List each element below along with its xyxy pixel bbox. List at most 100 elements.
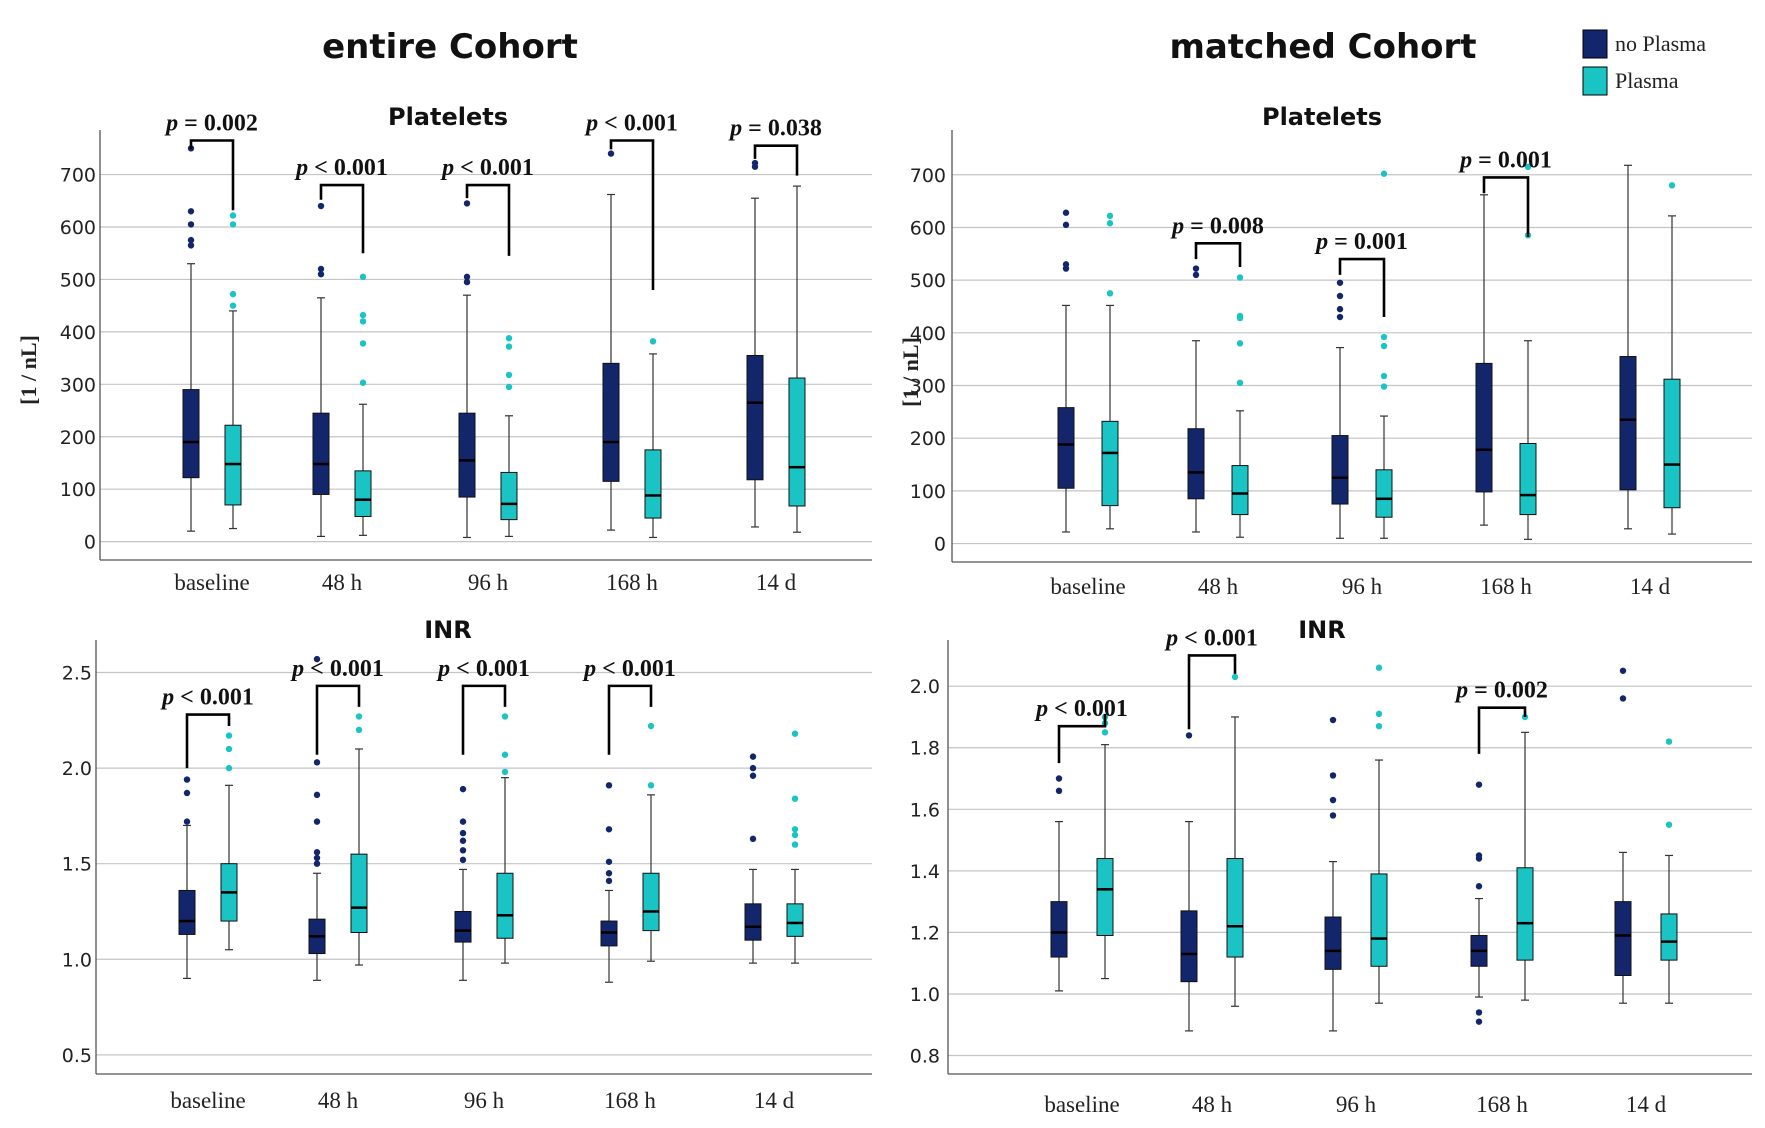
box-no-plasma-2 xyxy=(1331,279,1349,539)
y-tick-label: 1.5 xyxy=(62,854,92,876)
outlier-point xyxy=(791,841,799,848)
outlier-point xyxy=(313,818,321,825)
y-tick-label: 2.0 xyxy=(62,758,92,780)
entire-cohort-platelets-chart: 0 100 200 300 400 500 600 700 Platelets [1 / nL] b… xyxy=(16,103,872,595)
outlier-point xyxy=(505,343,513,350)
x-tick-label: 96 h xyxy=(464,1088,505,1113)
significance-bracket: p < 0.001 xyxy=(160,685,254,769)
bracket-line xyxy=(465,183,511,256)
outlier-point xyxy=(791,730,799,737)
outlier-point xyxy=(1236,379,1244,387)
significance-bracket: p < 0.001 xyxy=(436,656,530,755)
panel-title: INR xyxy=(1298,616,1346,644)
y-tick-label: 700 xyxy=(60,165,96,187)
bracket-line xyxy=(185,713,231,769)
outlier-point xyxy=(459,829,467,837)
y-tick-label: 1.0 xyxy=(62,949,92,971)
box-iqr xyxy=(354,470,372,517)
outlier-point xyxy=(1329,812,1337,819)
p-value-label: p = 0.008 xyxy=(1170,213,1264,239)
bracket-line xyxy=(315,684,361,755)
outlier-point xyxy=(359,318,367,325)
p-value-label: p < 0.001 xyxy=(160,685,254,711)
bracket-line xyxy=(461,684,507,755)
box-no-plasma-3 xyxy=(602,150,620,531)
outlier-point xyxy=(463,273,471,281)
outlier-point xyxy=(313,854,321,862)
y-tick-label: 200 xyxy=(910,428,946,450)
x-tick-label: 96 h xyxy=(468,570,509,595)
box-no-plasma-1 xyxy=(1180,732,1198,1032)
y-tick-label: 1.2 xyxy=(910,922,940,944)
x-tick-label: baseline xyxy=(1044,1092,1119,1117)
box-iqr xyxy=(1516,867,1534,961)
p-value-label: p < 0.001 xyxy=(290,656,384,682)
box-iqr xyxy=(1614,901,1632,977)
bracket-line xyxy=(1338,257,1386,318)
bracket-line xyxy=(1482,176,1530,237)
significance-bracket: p = 0.008 xyxy=(1170,213,1264,267)
outlier-point xyxy=(1668,182,1676,189)
entire-cohort-inr-chart: 0.5 1.0 1.5 2.0 2.5 INR baseline 48 h 96 h 168 h 1… xyxy=(62,616,872,1113)
outlier-point xyxy=(749,753,757,760)
x-tick-label: 96 h xyxy=(1336,1092,1377,1117)
outlier-point xyxy=(647,722,655,730)
box-iqr xyxy=(786,903,804,937)
y-tick-label: 300 xyxy=(60,374,96,396)
box-iqr xyxy=(1619,356,1637,491)
box-plasma-0 xyxy=(224,212,242,530)
x-tick-label: baseline xyxy=(1050,574,1125,599)
outlier-point xyxy=(791,795,799,802)
bracket-line xyxy=(1194,241,1242,267)
outlier-point xyxy=(187,208,195,215)
outlier-point xyxy=(1055,775,1063,782)
y-axis-label: [1 / nL] xyxy=(16,335,41,405)
box-iqr xyxy=(182,389,200,479)
outlier-point xyxy=(1375,722,1383,730)
outlier-point xyxy=(313,860,321,867)
outlier-point xyxy=(1665,738,1673,745)
outlier-point xyxy=(359,311,367,319)
box-plasma-0 xyxy=(1101,212,1119,530)
significance-bracket: p < 0.001 xyxy=(1034,696,1128,764)
p-value-label: p < 0.001 xyxy=(1164,625,1258,651)
outlier-point xyxy=(313,849,321,856)
y-tick-label: 0 xyxy=(84,532,96,554)
box-no-plasma-1 xyxy=(1187,265,1205,533)
box-no-plasma-3 xyxy=(1475,194,1493,526)
box-no-plasma-2 xyxy=(454,785,472,981)
outlier-point xyxy=(501,768,509,776)
outlier-point xyxy=(1475,781,1483,788)
outlier-point xyxy=(505,371,513,379)
box-iqr xyxy=(1180,910,1198,983)
outlier-point xyxy=(1329,772,1337,779)
outlier-point xyxy=(1336,279,1344,286)
y-tick-label: 500 xyxy=(60,269,96,291)
box-iqr xyxy=(454,910,472,943)
box-plasma-4 xyxy=(786,730,804,964)
legend-swatch-no-plasma xyxy=(1582,29,1608,59)
outlier-point xyxy=(605,826,613,833)
outlier-point xyxy=(459,785,467,793)
x-tick-label: 14 d xyxy=(1626,1092,1667,1117)
p-value-label: p < 0.001 xyxy=(436,656,530,682)
outlier-point xyxy=(317,202,325,210)
bracket-line xyxy=(319,183,365,254)
box-iqr xyxy=(1096,858,1114,936)
box-iqr xyxy=(1050,901,1068,958)
outlier-point xyxy=(1185,732,1193,739)
box-iqr xyxy=(1375,469,1393,518)
significance-bracket: p = 0.001 xyxy=(1458,147,1552,237)
matched-cohort-title: matched Cohort xyxy=(1169,27,1476,67)
outlier-point xyxy=(751,159,759,167)
outlier-point xyxy=(749,835,757,843)
matched-cohort-inr-chart: 0.8 1.0 1.2 1.4 1.6 1.8 2.0 INR baseline 48 h 96 h… xyxy=(910,616,1752,1117)
outlier-point xyxy=(605,877,613,885)
box-plasma-1 xyxy=(350,713,368,966)
outlier-point xyxy=(505,334,513,342)
outlier-point xyxy=(505,383,513,391)
legend: no Plasma Plasma xyxy=(1582,29,1706,96)
outlier-point xyxy=(1106,212,1114,220)
x-tick-label: 168 h xyxy=(1476,1092,1528,1117)
